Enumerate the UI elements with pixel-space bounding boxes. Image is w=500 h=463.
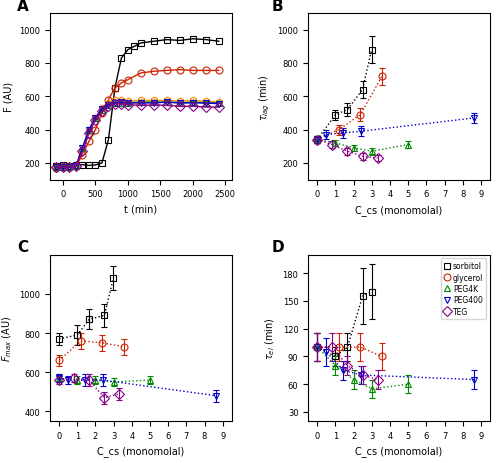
Y-axis label: $\tau_{el}$ (min): $\tau_{el}$ (min) [264, 317, 277, 359]
X-axis label: t (min): t (min) [124, 205, 158, 214]
X-axis label: C_cs (monomolal): C_cs (monomolal) [356, 445, 442, 457]
Y-axis label: $\tau_{lag}$ (min): $\tau_{lag}$ (min) [258, 74, 272, 120]
Text: B: B [272, 0, 283, 13]
Text: C: C [18, 240, 28, 255]
Y-axis label: $F_{max}$ (AU): $F_{max}$ (AU) [0, 315, 14, 361]
Y-axis label: F (AU): F (AU) [4, 82, 14, 112]
Text: A: A [18, 0, 29, 13]
X-axis label: C_cs (monomolal): C_cs (monomolal) [98, 445, 184, 457]
Legend: sorbitol, glycerol, PEG4K, PEG400, TEG: sorbitol, glycerol, PEG4K, PEG400, TEG [440, 259, 486, 319]
Text: D: D [272, 240, 284, 255]
X-axis label: C_cs (monomolal): C_cs (monomolal) [356, 205, 442, 215]
